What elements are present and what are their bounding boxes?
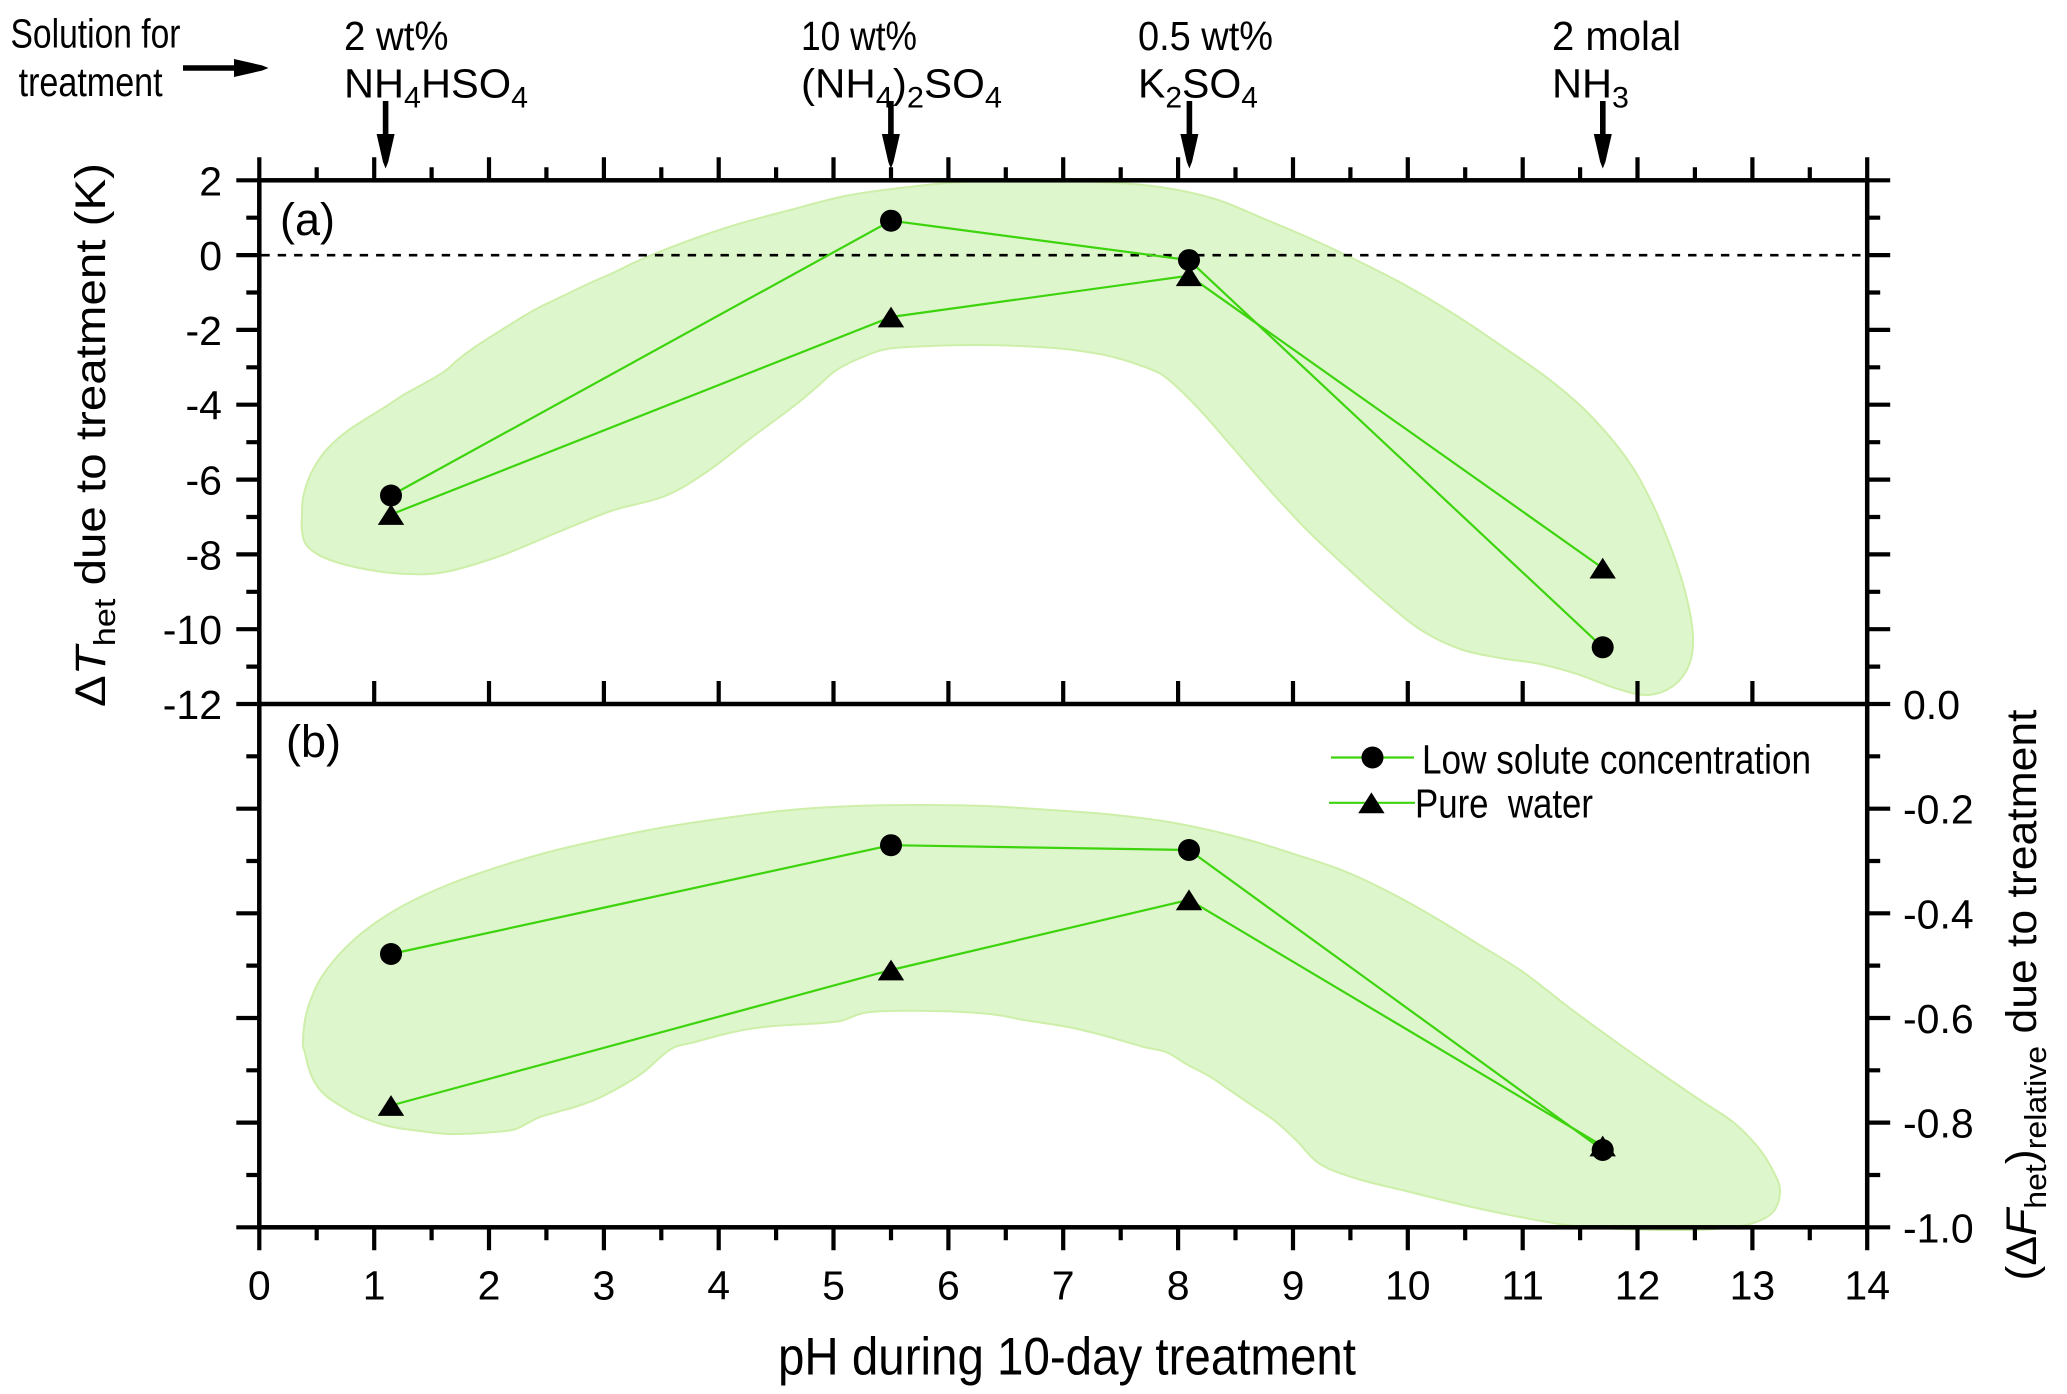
svg-text:-6: -6 bbox=[186, 458, 222, 504]
svg-text:0.5 wt%: 0.5 wt% bbox=[1138, 13, 1273, 59]
svg-text:Pure water: Pure water bbox=[1415, 780, 1593, 826]
svg-text:treatment: treatment bbox=[19, 59, 163, 105]
svg-text:-8: -8 bbox=[186, 532, 222, 578]
svg-text:-0.6: -0.6 bbox=[1903, 996, 1974, 1042]
svg-text:9: 9 bbox=[1282, 1263, 1305, 1309]
svg-text:(b): (b) bbox=[286, 716, 341, 767]
svg-text:1: 1 bbox=[363, 1263, 386, 1309]
svg-text:10: 10 bbox=[1385, 1263, 1431, 1309]
svg-text:2 wt%: 2 wt% bbox=[344, 13, 449, 59]
svg-text:-2: -2 bbox=[186, 308, 222, 354]
svg-text:-10: -10 bbox=[163, 607, 222, 653]
svg-text:11: 11 bbox=[1501, 1263, 1544, 1309]
svg-text:14: 14 bbox=[1844, 1263, 1890, 1309]
svg-text:-0.4: -0.4 bbox=[1903, 891, 1974, 937]
svg-text:3: 3 bbox=[592, 1263, 615, 1309]
svg-text:6: 6 bbox=[937, 1263, 960, 1309]
svg-text:2: 2 bbox=[199, 158, 222, 204]
svg-text:-0.2: -0.2 bbox=[1903, 787, 1974, 833]
svg-text:2 molal: 2 molal bbox=[1552, 13, 1681, 59]
svg-text:(NH4)2SO4: (NH4)2SO4 bbox=[801, 61, 1002, 115]
svg-text:pH during 10-day treatment: pH during 10-day treatment bbox=[778, 1328, 1356, 1387]
svg-text:-12: -12 bbox=[163, 682, 222, 728]
svg-text:8: 8 bbox=[1167, 1263, 1190, 1309]
svg-text:0: 0 bbox=[248, 1263, 271, 1309]
svg-text:NH4HSO4: NH4HSO4 bbox=[344, 61, 528, 115]
svg-text:0.0: 0.0 bbox=[1903, 682, 1960, 728]
svg-text:Solution for: Solution for bbox=[11, 11, 181, 57]
svg-text:-4: -4 bbox=[186, 383, 222, 429]
svg-text:ΔThet due to treatment (K): ΔThet due to treatment (K) bbox=[67, 163, 122, 707]
svg-text:Low solute concentration: Low solute concentration bbox=[1422, 737, 1811, 783]
svg-text:12: 12 bbox=[1615, 1263, 1661, 1309]
svg-text:4: 4 bbox=[707, 1263, 730, 1309]
svg-text:(a): (a) bbox=[280, 194, 335, 245]
svg-text:7: 7 bbox=[1052, 1263, 1075, 1309]
svg-text:2: 2 bbox=[478, 1263, 501, 1309]
svg-text:-0.8: -0.8 bbox=[1903, 1101, 1974, 1147]
svg-text:10 wt%: 10 wt% bbox=[801, 13, 917, 59]
svg-text:5: 5 bbox=[822, 1263, 845, 1309]
svg-text:0: 0 bbox=[199, 233, 222, 279]
svg-text:-1.0: -1.0 bbox=[1903, 1205, 1974, 1251]
svg-text:K2SO4: K2SO4 bbox=[1138, 61, 1258, 115]
svg-text:13: 13 bbox=[1730, 1263, 1776, 1309]
